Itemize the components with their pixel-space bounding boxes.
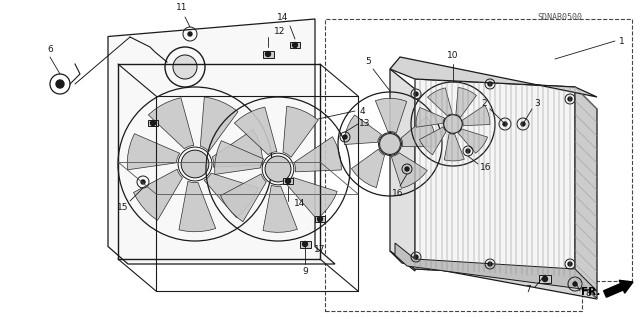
Circle shape [141,180,145,184]
Polygon shape [428,88,452,116]
Bar [315,216,325,222]
Circle shape [503,122,507,126]
Text: 14: 14 [277,13,289,23]
Polygon shape [283,106,318,157]
Circle shape [488,262,492,266]
Polygon shape [179,181,216,232]
Bar [148,120,158,126]
Polygon shape [419,127,446,155]
Polygon shape [212,130,263,167]
Text: 16: 16 [392,189,404,197]
Polygon shape [108,19,335,264]
Polygon shape [351,149,385,188]
FancyArrow shape [604,280,633,297]
Polygon shape [458,129,488,153]
Circle shape [405,167,409,171]
Circle shape [414,255,418,259]
Circle shape [266,51,271,56]
Polygon shape [214,141,264,174]
Circle shape [568,262,572,266]
Polygon shape [234,107,277,155]
Circle shape [303,241,307,247]
Polygon shape [391,153,428,188]
Text: 11: 11 [176,4,188,12]
Text: 17: 17 [314,244,326,254]
Polygon shape [200,97,238,152]
Polygon shape [263,185,298,232]
Polygon shape [287,178,337,219]
Text: 3: 3 [534,100,540,108]
Bar [539,275,551,283]
Circle shape [414,92,418,96]
Polygon shape [395,243,597,291]
Text: 5: 5 [365,56,371,65]
Bar [290,42,300,48]
Circle shape [568,97,572,101]
Text: 8: 8 [585,288,591,298]
Text: 6: 6 [47,44,53,54]
Polygon shape [127,134,180,170]
Polygon shape [390,251,597,299]
Polygon shape [344,115,381,145]
Polygon shape [456,87,476,117]
Text: 12: 12 [275,26,285,35]
Circle shape [173,55,197,79]
Circle shape [181,150,209,178]
Circle shape [573,282,577,286]
Text: 9: 9 [302,266,308,276]
Polygon shape [575,87,597,299]
Circle shape [317,217,323,221]
Polygon shape [134,169,182,220]
Text: 16: 16 [480,162,492,172]
Polygon shape [204,173,259,218]
Text: 7: 7 [525,286,531,294]
Circle shape [150,121,156,125]
Circle shape [343,135,347,139]
Text: 14: 14 [294,199,306,209]
Polygon shape [415,79,575,277]
Polygon shape [221,174,266,222]
Bar [300,241,310,248]
Circle shape [521,122,525,126]
Polygon shape [148,98,194,149]
Polygon shape [416,108,445,127]
Polygon shape [463,105,490,126]
Text: 2: 2 [481,100,487,108]
Polygon shape [444,133,464,161]
Text: 4: 4 [359,107,365,115]
Text: 13: 13 [359,120,371,129]
Circle shape [292,42,298,48]
Circle shape [444,115,462,133]
Circle shape [380,134,401,154]
Circle shape [188,32,192,36]
Polygon shape [390,57,597,97]
Bar [283,178,293,184]
Text: 10: 10 [447,51,459,61]
Circle shape [265,156,291,182]
Polygon shape [401,117,436,147]
Circle shape [56,80,64,88]
Circle shape [466,149,470,153]
Circle shape [285,179,291,183]
Circle shape [488,82,492,86]
Bar [262,50,273,57]
Text: SDNAB0500: SDNAB0500 [538,12,582,21]
Text: 15: 15 [117,203,129,211]
Circle shape [543,277,547,281]
Polygon shape [375,98,407,133]
Polygon shape [294,137,341,172]
Polygon shape [390,69,415,271]
Text: 1: 1 [619,36,625,46]
Text: FR.: FR. [580,287,600,297]
